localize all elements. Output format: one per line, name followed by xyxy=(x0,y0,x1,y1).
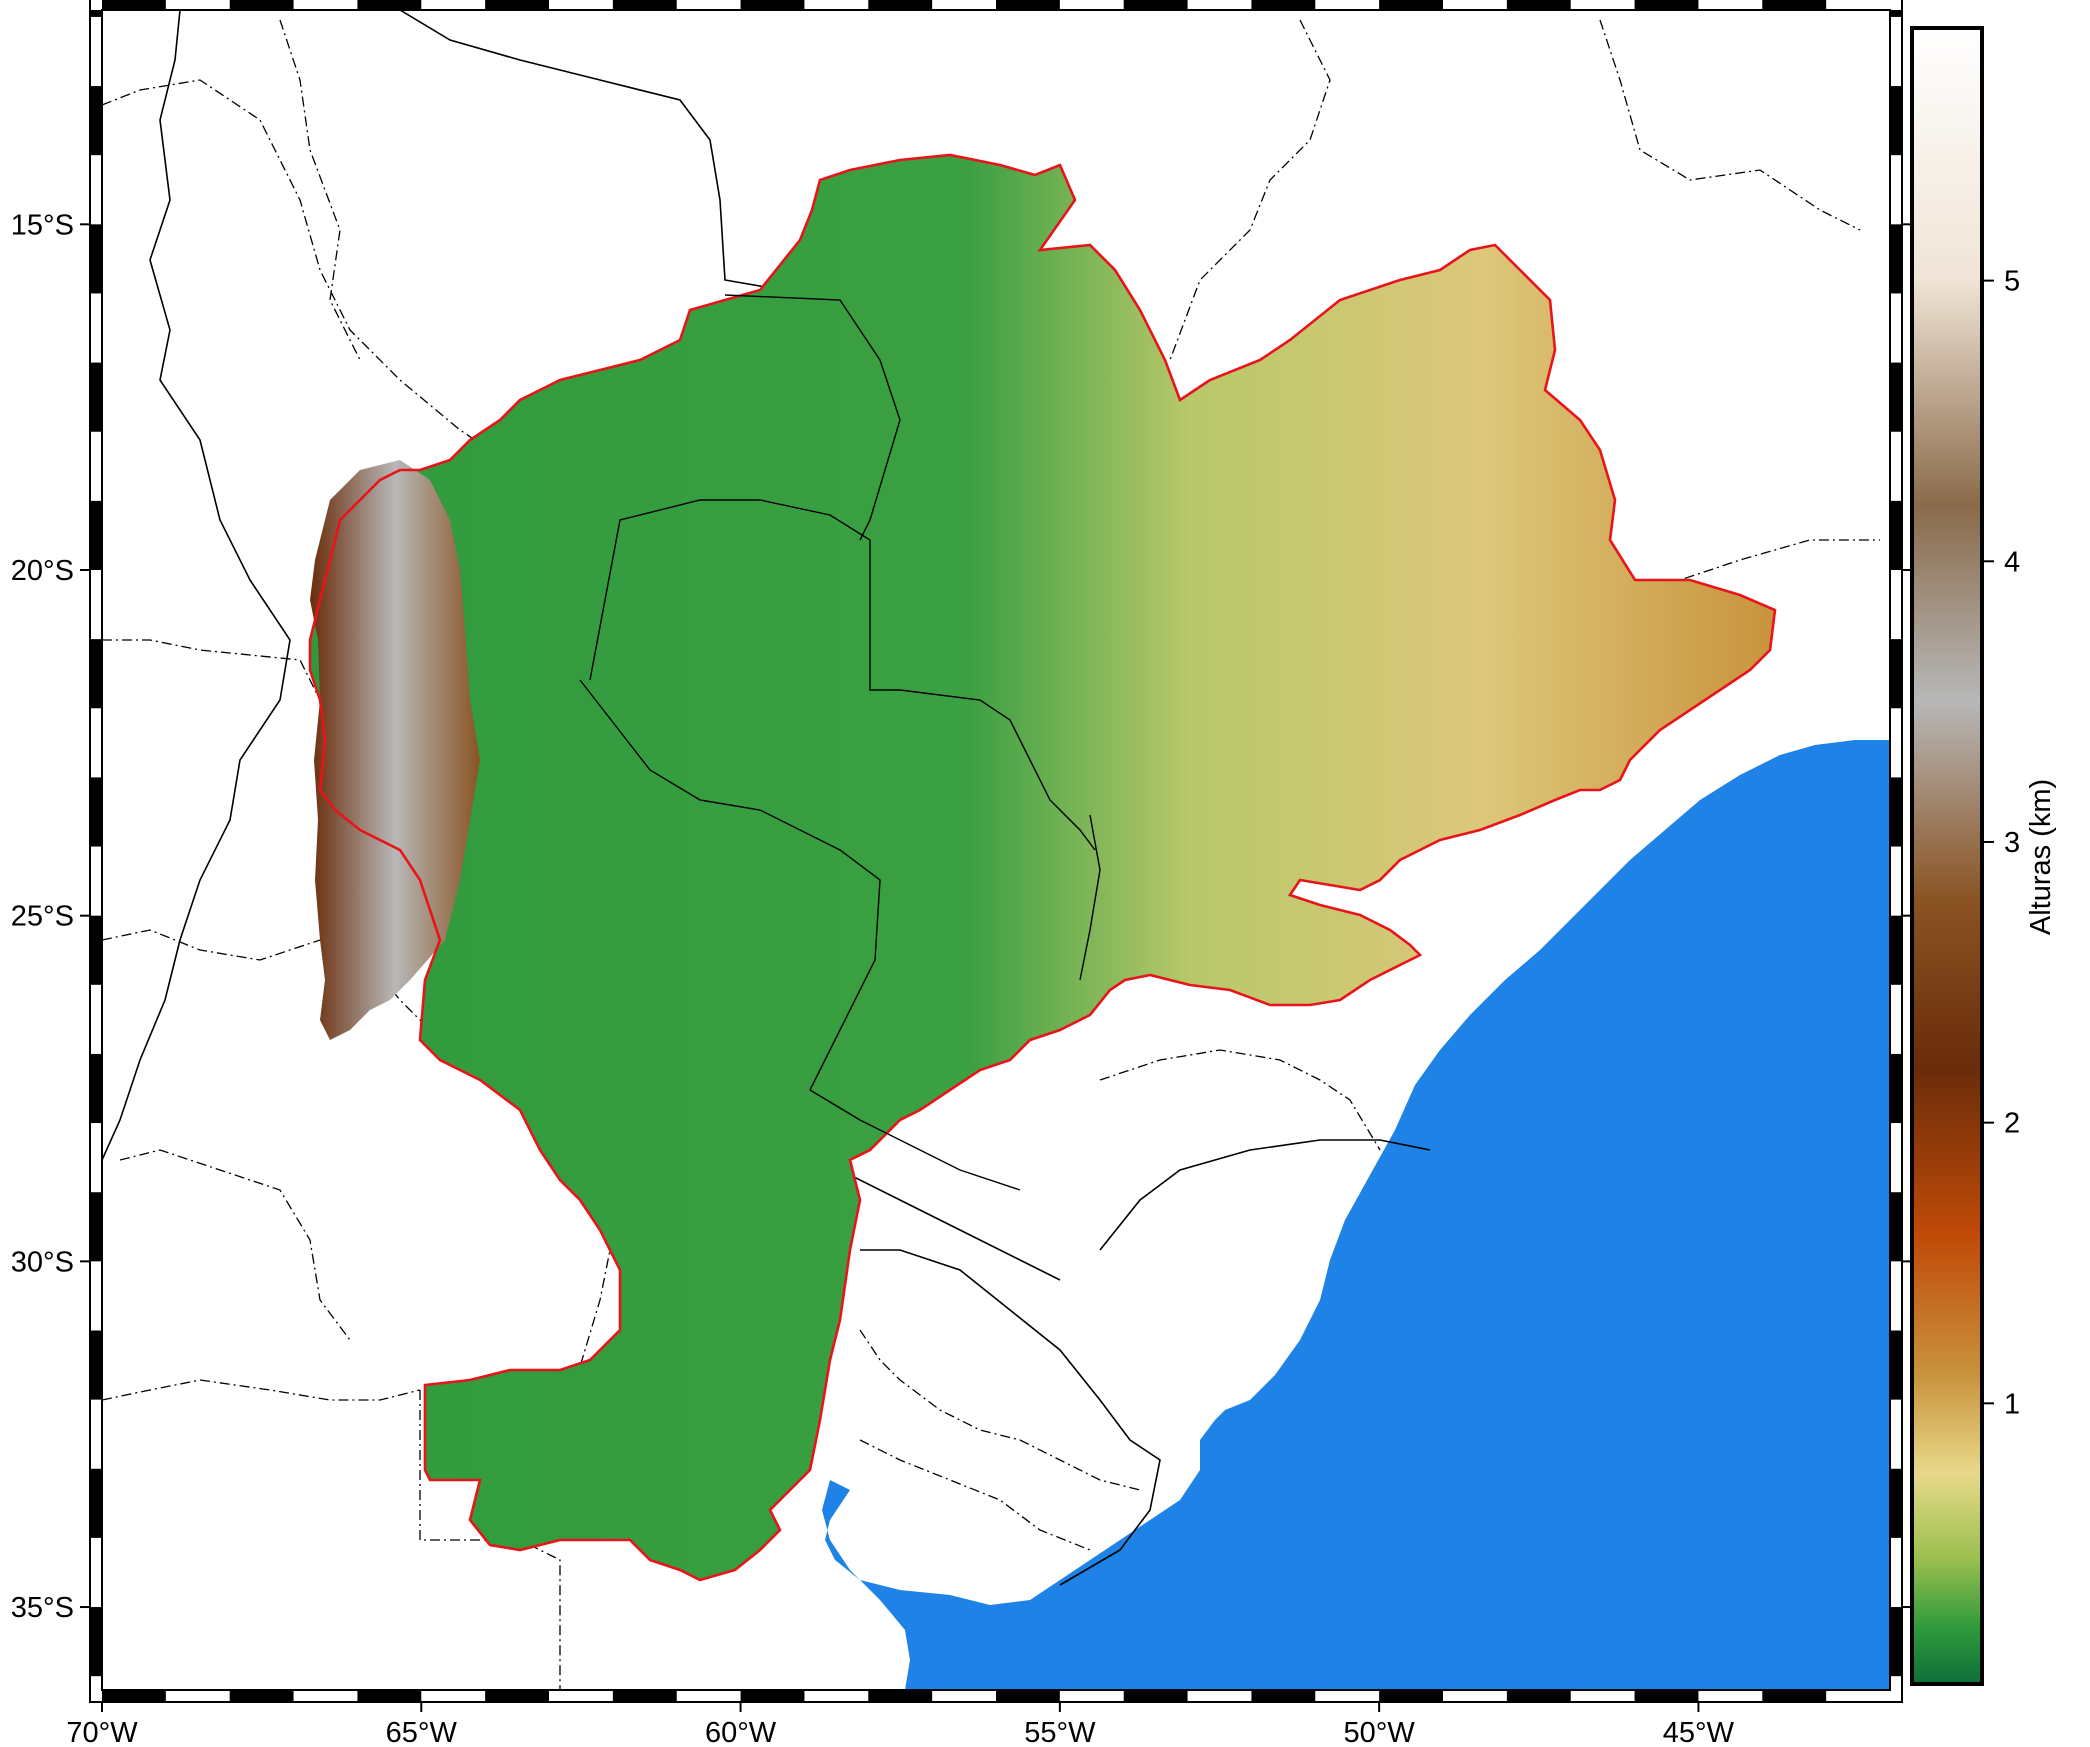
ocean-area xyxy=(822,740,1890,1690)
frame-segment xyxy=(612,0,677,10)
colorbar-tick-label: 3 xyxy=(2004,827,2020,859)
frame-segment xyxy=(90,224,102,294)
frame-segment xyxy=(90,639,102,709)
lon-tick-label: 65°W xyxy=(386,1717,458,1747)
frame-segment xyxy=(1890,86,1902,156)
lat-tick-label: 20°S xyxy=(11,555,74,587)
colorbar-tick-label: 1 xyxy=(2004,1388,2020,1420)
frame-segment xyxy=(1379,1690,1443,1702)
frame-segment xyxy=(1251,0,1316,10)
frame-segment xyxy=(90,1468,102,1538)
frame-segment xyxy=(1251,1690,1316,1702)
frame-segment xyxy=(90,777,102,847)
frame-segment xyxy=(1890,500,1902,570)
colorbar-tick-label: 4 xyxy=(2004,546,2020,578)
frame-segment xyxy=(1890,1607,1902,1677)
frame-segment xyxy=(1890,362,1902,432)
frame-segment xyxy=(90,10,102,17)
frame-segment xyxy=(357,1690,422,1702)
frame-segment xyxy=(1890,1468,1902,1538)
latitude-axis: 15°S 20°S 25°S 30°S 35°S xyxy=(11,209,1910,1624)
frame-segment xyxy=(90,86,102,156)
frame-segment xyxy=(996,1690,1060,1702)
frame-segment xyxy=(1506,1690,1571,1702)
colorbar-title: Alturas (km) xyxy=(2025,779,2057,935)
lat-tick-label: 25°S xyxy=(11,901,74,933)
frame-segment xyxy=(868,1690,933,1702)
frame-segment xyxy=(1762,1690,1827,1702)
lon-tick-label: 45°W xyxy=(1663,1717,1735,1747)
frame-segment xyxy=(102,0,166,10)
frame-segment xyxy=(229,1690,294,1702)
basin-outline xyxy=(308,153,1777,1582)
frame-segment xyxy=(102,1690,166,1702)
lat-tick-label: 15°S xyxy=(11,209,74,241)
map-frame xyxy=(89,0,1903,1703)
frame-segment xyxy=(90,1330,102,1400)
longitude-axis: 70°W 65°W 60°W 55°W 50°W 45°W xyxy=(66,1702,1735,1747)
frame-segment xyxy=(612,1690,677,1702)
frame-segment xyxy=(1890,1053,1902,1124)
lon-tick-label: 50°W xyxy=(1344,1717,1416,1747)
frame-segment xyxy=(357,0,422,10)
frame-segment xyxy=(1890,1330,1902,1400)
frame-segment xyxy=(90,1607,102,1677)
colorbar-ticks: 1 2 3 4 5 xyxy=(1982,266,2020,1420)
frame-segment xyxy=(485,0,549,10)
colorbar-tick-label: 2 xyxy=(2004,1108,2020,1140)
lon-tick-label: 70°W xyxy=(66,1717,138,1747)
frame-segment xyxy=(1890,777,1902,847)
lat-tick-label: 30°S xyxy=(11,1246,74,1278)
frame-segment xyxy=(90,362,102,432)
lat-tick-label: 35°S xyxy=(11,1592,74,1624)
frame-segment xyxy=(1890,1192,1902,1262)
andes-highlands xyxy=(310,460,480,1040)
frame-segment xyxy=(1634,1690,1699,1702)
frame-segment xyxy=(1123,0,1188,10)
frame-segment xyxy=(1890,639,1902,709)
frame-segment xyxy=(1634,0,1699,10)
frame-segment xyxy=(996,0,1060,10)
frame-segment xyxy=(229,0,294,10)
frame-segment xyxy=(740,1690,805,1702)
lon-tick-label: 55°W xyxy=(1024,1717,1096,1747)
basin-internal-borders xyxy=(579,294,1101,1191)
colorbar-gradient xyxy=(1910,26,1984,1686)
frame-segment xyxy=(1123,1690,1188,1702)
frame-segment xyxy=(1379,0,1443,10)
colorbar-tick-label: 5 xyxy=(2004,266,2020,298)
frame-segment xyxy=(90,1192,102,1262)
frame-segment xyxy=(740,0,805,10)
frame-segment xyxy=(90,915,102,985)
frame-segment xyxy=(1890,10,1902,17)
frame-segment xyxy=(1506,0,1571,10)
frame-segment xyxy=(485,1690,549,1702)
frame-segment xyxy=(90,500,102,570)
frame-segment xyxy=(868,0,933,10)
frame-segment xyxy=(90,1053,102,1124)
colorbar: 1 2 3 4 5 Alturas (km) xyxy=(1910,26,2057,1686)
frame-segment xyxy=(1890,224,1902,294)
basin-terrain xyxy=(310,155,1775,1580)
lon-tick-label: 60°W xyxy=(705,1717,777,1747)
frame-segment xyxy=(1890,915,1902,985)
frame-segment xyxy=(1762,0,1827,10)
